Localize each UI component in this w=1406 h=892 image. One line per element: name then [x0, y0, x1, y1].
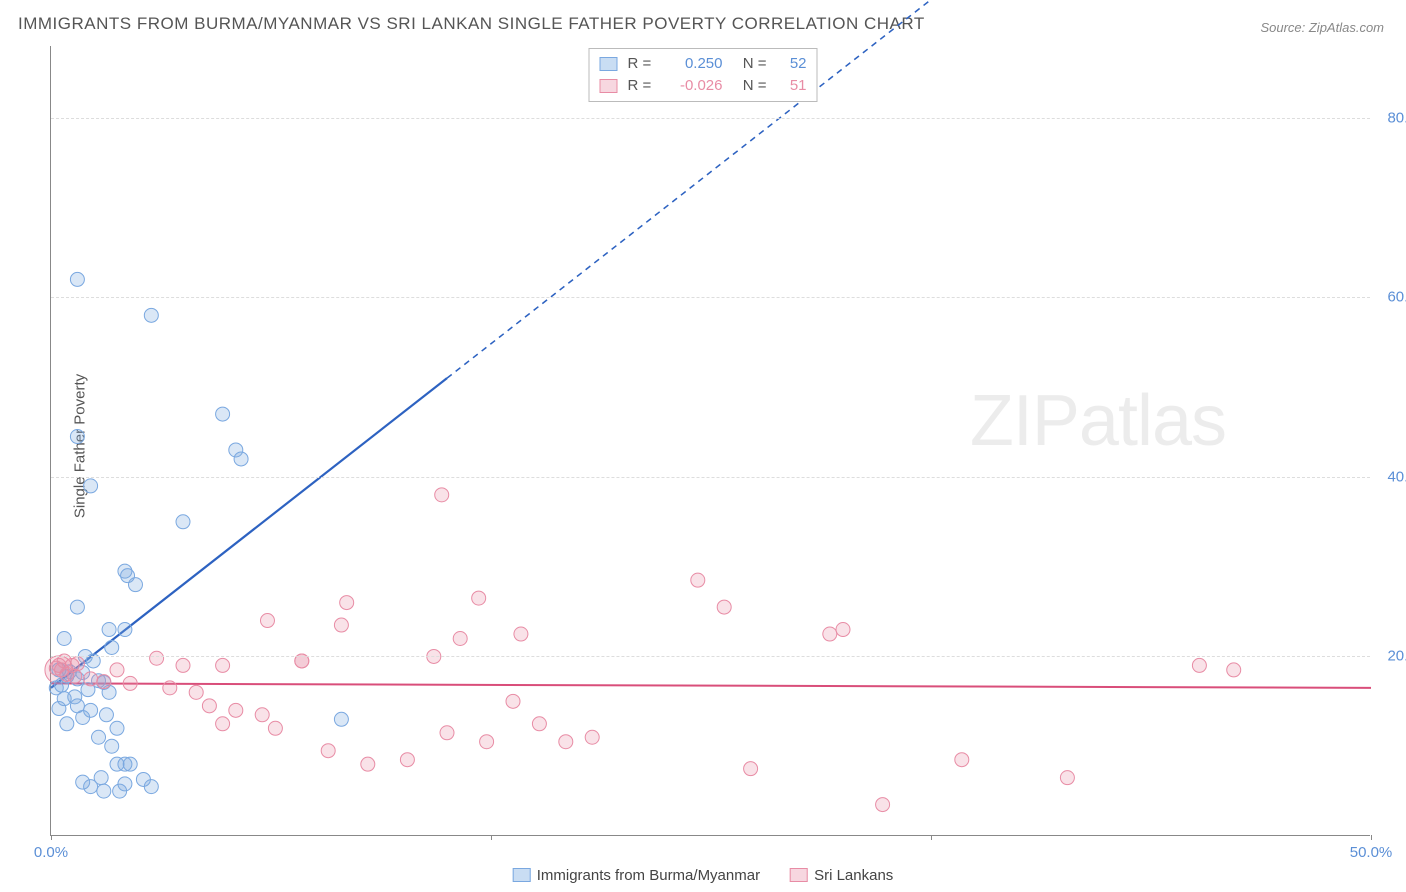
chart-title: IMMIGRANTS FROM BURMA/MYANMAR VS SRI LAN…: [18, 14, 925, 34]
y-tick-label: 60.0%: [1380, 289, 1406, 306]
stats-row-series-b: R = -0.026 N = 51: [600, 75, 807, 97]
plot-svg: [51, 46, 1370, 835]
x-tick-mark: [491, 835, 492, 840]
swatch-series-b: [600, 79, 618, 93]
legend-item-a: Immigrants from Burma/Myanmar: [513, 867, 760, 884]
x-tick-label: 0.0%: [34, 844, 68, 861]
y-tick-label: 80.0%: [1380, 109, 1406, 126]
swatch-series-a: [600, 57, 618, 71]
y-tick-label: 20.0%: [1380, 648, 1406, 665]
plot-area: 20.0%40.0%60.0%80.0%0.0%50.0%: [50, 46, 1370, 836]
x-tick-mark: [51, 835, 52, 840]
gridline-h: [51, 656, 1370, 657]
series-b-name: Sri Lankans: [814, 867, 893, 884]
swatch-series-b: [790, 868, 808, 882]
stats-row-series-a: R = 0.250 N = 52: [600, 53, 807, 75]
series-a-name: Immigrants from Burma/Myanmar: [537, 867, 760, 884]
n-value-series-a: 52: [777, 53, 807, 75]
gridline-h: [51, 118, 1370, 119]
x-tick-label: 50.0%: [1350, 844, 1393, 861]
n-label: N =: [733, 75, 767, 97]
gridline-h: [51, 297, 1370, 298]
x-tick-mark: [931, 835, 932, 840]
legend-item-b: Sri Lankans: [790, 867, 893, 884]
r-label: R =: [628, 53, 658, 75]
gridline-h: [51, 477, 1370, 478]
r-value-series-a: 0.250: [668, 53, 723, 75]
x-tick-mark: [1371, 835, 1372, 840]
swatch-series-a: [513, 868, 531, 882]
y-tick-label: 40.0%: [1380, 468, 1406, 485]
r-value-series-b: -0.026: [668, 75, 723, 97]
n-label: N =: [733, 53, 767, 75]
source-label: Source: ZipAtlas.com: [1260, 20, 1384, 35]
stats-legend: R = 0.250 N = 52 R = -0.026 N = 51: [589, 48, 818, 102]
r-label: R =: [628, 75, 658, 97]
series-legend: Immigrants from Burma/Myanmar Sri Lankan…: [513, 867, 894, 884]
n-value-series-b: 51: [777, 75, 807, 97]
